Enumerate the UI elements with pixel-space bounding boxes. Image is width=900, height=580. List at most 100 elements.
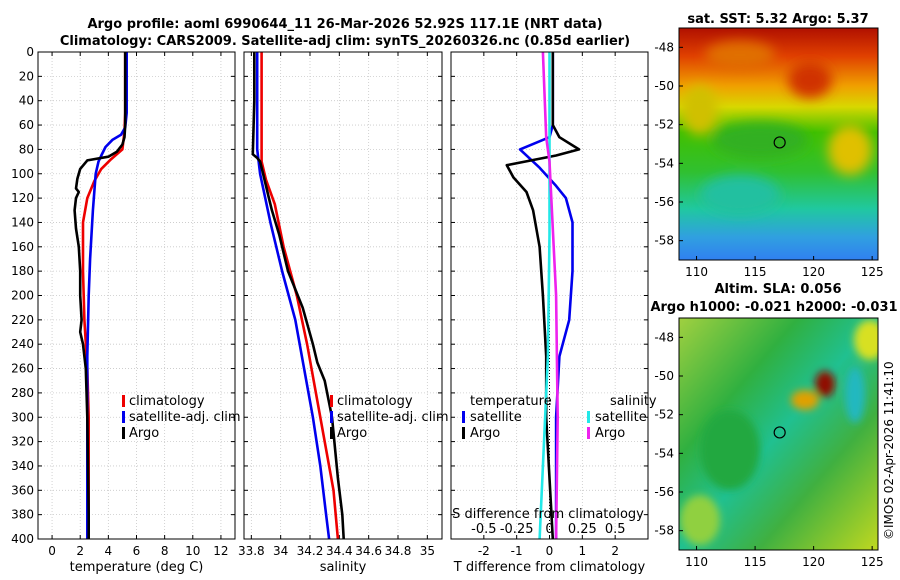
salinity-panel: 33.8 34 34.2 34.4 34.6 34.8 35 salinity	[238, 51, 443, 575]
map-x-tick-label: 120	[802, 555, 825, 569]
legend-swatch-s-argo	[587, 427, 590, 439]
y-tick-label: 160	[11, 240, 34, 254]
y-tick-label: 360	[11, 483, 34, 497]
argo-position-marker	[773, 426, 786, 439]
sla-axes: 110 115 120 125 -48 -50 -52 -54 -56 -58	[654, 330, 883, 569]
y-tick-label: 60	[19, 118, 34, 132]
x-tick-label: 2	[76, 544, 84, 558]
legend-label-climatology: climatology	[337, 394, 413, 409]
y-tick-label: 340	[11, 459, 34, 473]
series-line	[255, 52, 331, 540]
x-tick-label: 34	[273, 544, 288, 558]
x-tick-label: 34.4	[326, 544, 353, 558]
legend-label-climatology: climatology	[129, 394, 205, 409]
map-y-tick-label: -50	[654, 79, 674, 93]
sla-map-title-1: Altim. SLA: 0.056	[715, 282, 842, 297]
sla-lightgreen-sw	[680, 495, 720, 545]
y-tick-label: 120	[11, 191, 34, 205]
sst-warm-band	[705, 41, 775, 69]
map-y-tick-label: -54	[654, 446, 674, 460]
title-line-1: Argo profile: aoml 6990644_11 26-Mar-202…	[87, 17, 602, 32]
y-tick-label: 320	[11, 435, 34, 449]
legend-label-satellite: satellite-adj. clim	[129, 410, 241, 425]
s-difference-label: S difference from climatology	[452, 507, 644, 522]
y-tick-label: 180	[11, 264, 34, 278]
y-tick-label: 220	[11, 313, 34, 327]
sst-cyan-patch	[700, 175, 780, 215]
x-tick-label: 34.8	[385, 544, 412, 558]
argo-position-marker	[773, 136, 786, 149]
plot-frame	[37, 51, 236, 540]
legend-swatch-climatology	[122, 395, 125, 407]
x-tick-label: -1	[511, 544, 523, 558]
x-tick-label: 4	[105, 544, 113, 558]
s-difference-ticks: -0.5 -0.25 0 0.25 0.5	[471, 522, 625, 537]
sla-yellow-ne	[854, 320, 878, 360]
map-x-tick-label: 115	[744, 555, 767, 569]
y-tick-label: 280	[11, 386, 34, 400]
map-y-tick-label: -58	[654, 524, 674, 538]
sst-axes: 110 115 120 125 -48 -50 -52 -54 -56 -58	[654, 40, 883, 279]
legend-swatch-satellite	[330, 411, 333, 423]
sla-map-title-2: Argo h1000: -0.021 h2000: -0.031	[650, 300, 897, 315]
y-tick-label: 20	[19, 69, 34, 83]
s-tick-label: -0.5	[471, 522, 496, 537]
sst-yellow-west	[682, 85, 718, 135]
y-tick-label: 200	[11, 289, 34, 303]
map-x-tick-label: 115	[744, 265, 767, 279]
legend-swatch-argo	[122, 427, 125, 439]
legend-swatch-argo	[330, 427, 333, 439]
series-line	[86, 52, 128, 539]
plot-frame	[243, 51, 443, 540]
y-tick-label: 80	[19, 142, 34, 156]
s-tick-label: -0.25	[500, 522, 534, 537]
legend-label-s-argo: Argo	[595, 426, 625, 441]
salinity-legend: climatology satellite-adj. clim Argo	[330, 394, 449, 441]
sla-map-frame	[678, 317, 879, 551]
plot-frame	[450, 51, 649, 540]
y-tick-label: 300	[11, 410, 34, 424]
legend-title-temperature: temperature	[470, 394, 552, 409]
legend-label-satellite: satellite-adj. clim	[337, 410, 449, 425]
imos-watermark: ©IMOS 02-Apr-2026 11:41:10	[882, 361, 896, 540]
x-axis-label: T difference from climatology	[453, 560, 646, 575]
x-axis-label: temperature (deg C)	[70, 560, 204, 575]
y-tick-label: 140	[11, 215, 34, 229]
x-tick-label: 12	[213, 544, 228, 558]
x-tick-label: 1	[579, 544, 587, 558]
difference-legend: temperature satellite Argo salinity sate…	[462, 394, 657, 441]
map-y-tick-label: -52	[654, 118, 674, 132]
sla-map: Altim. SLA: 0.056 Argo h1000: -0.021 h20…	[650, 282, 897, 569]
x-tick-label: 0	[546, 544, 554, 558]
x-tick-label: 0	[48, 544, 56, 558]
x-tick-label: 8	[161, 544, 169, 558]
series-line	[538, 52, 551, 540]
y-tick-label: 240	[11, 337, 34, 351]
map-x-tick-label: 110	[685, 555, 708, 569]
y-tick-label: 400	[11, 532, 34, 546]
series-line	[541, 51, 560, 540]
x-tick-label: 34.6	[355, 544, 382, 558]
series-line	[73, 52, 127, 539]
sla-orange-patch	[791, 390, 819, 410]
map-y-tick-label: -50	[654, 369, 674, 383]
legend-title-salinity: salinity	[610, 394, 657, 409]
map-x-tick-label: 125	[861, 265, 884, 279]
legend-swatch-s-satellite	[587, 411, 590, 423]
y-tick-label: 40	[19, 94, 34, 108]
map-x-tick-label: 120	[802, 265, 825, 279]
temperature-legend: climatology satellite-adj. clim Argo	[122, 394, 241, 441]
map-y-tick-label: -54	[654, 156, 674, 170]
y-tick-label: 260	[11, 362, 34, 376]
sst-yellow-patch	[828, 125, 872, 175]
map-x-tick-label: 110	[685, 265, 708, 279]
y-tick-label: 380	[11, 508, 34, 522]
x-tick-label: 35	[420, 544, 435, 558]
y-tick-label: 100	[11, 167, 34, 181]
map-y-tick-label: -48	[654, 330, 674, 344]
sla-cyan-east	[845, 367, 865, 423]
legend-label-t-satellite: satellite	[470, 410, 522, 425]
map-x-tick-label: 125	[861, 555, 884, 569]
s-tick-label: 0.25	[568, 522, 597, 537]
